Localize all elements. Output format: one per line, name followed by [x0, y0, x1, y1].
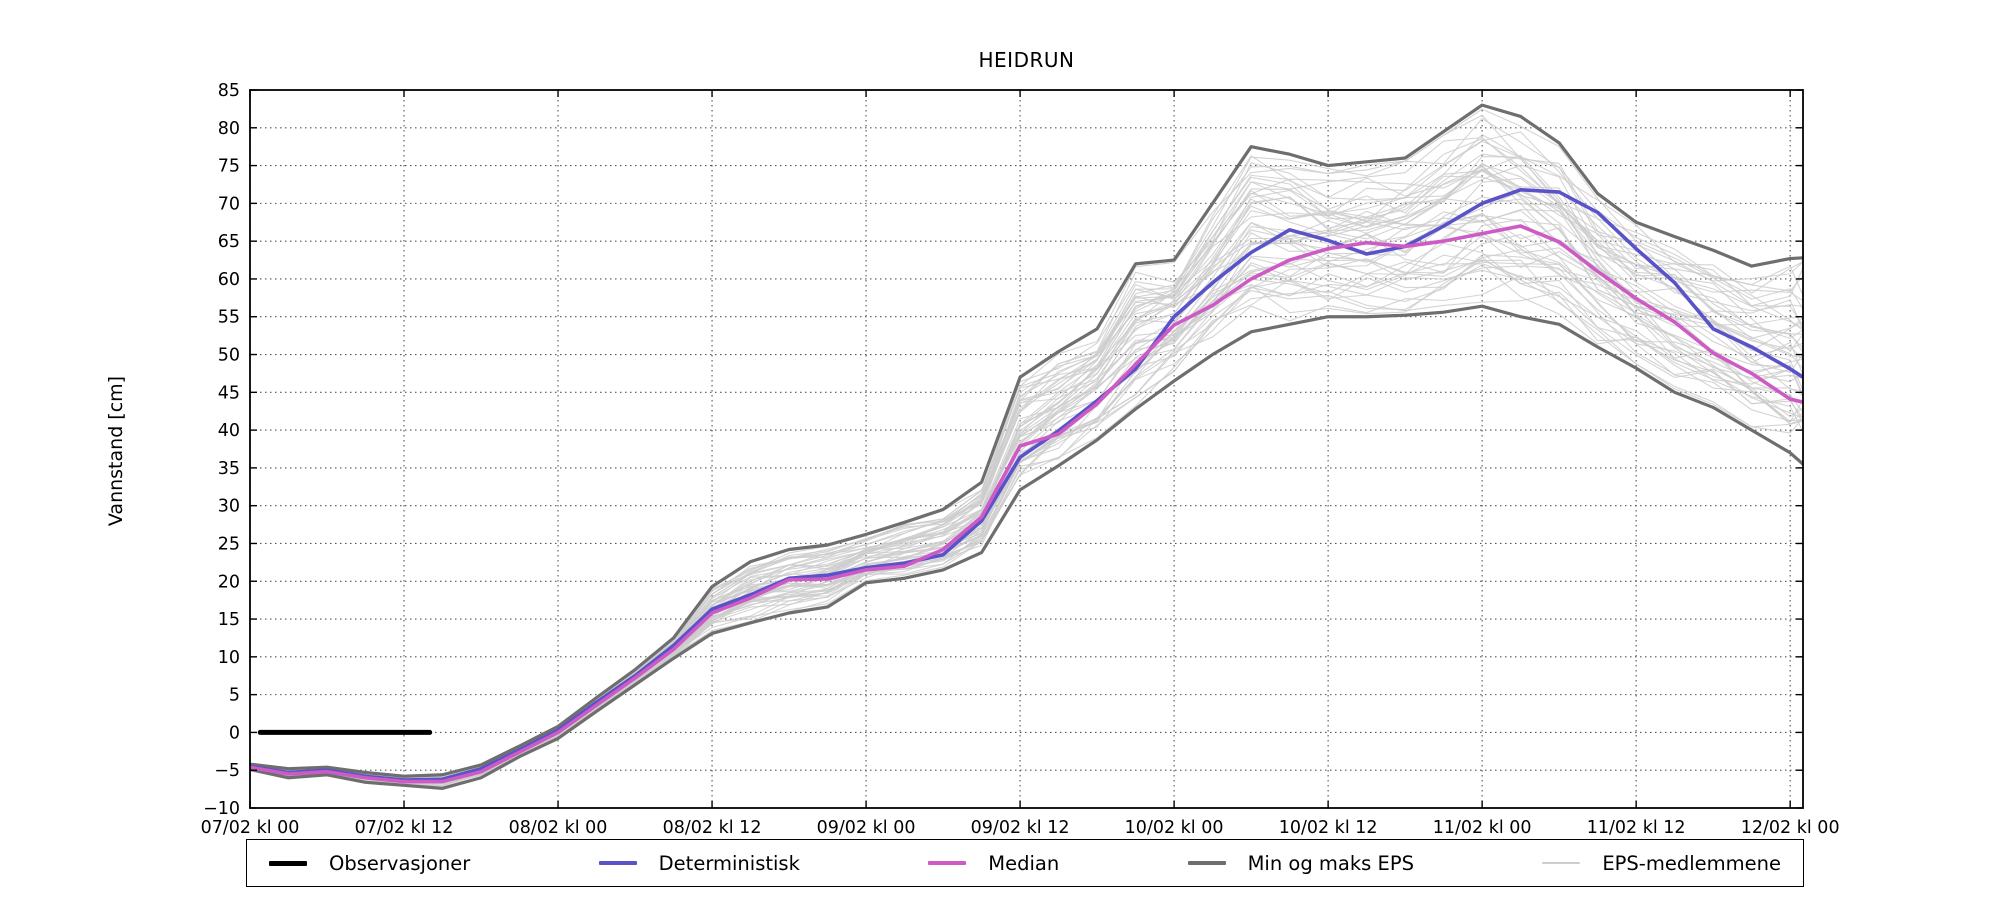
legend-item-observasjoner: Observasjoner: [269, 852, 470, 875]
svg-text:07/02 kl 00: 07/02 kl 00: [201, 818, 300, 838]
svg-text:60: 60: [218, 270, 240, 290]
svg-text:40: 40: [218, 421, 240, 441]
legend-label: Median: [988, 851, 1060, 875]
legend-line-sample-icon: [928, 861, 967, 865]
svg-text:65: 65: [218, 232, 240, 252]
svg-text:09/02 kl 12: 09/02 kl 12: [971, 818, 1070, 838]
svg-text:70: 70: [218, 194, 240, 214]
svg-text:11/02 kl 12: 11/02 kl 12: [1587, 818, 1686, 838]
svg-text:55: 55: [218, 308, 240, 328]
y-axis-label: Vannstand [cm]: [105, 375, 127, 527]
legend-line-sample-icon: [269, 860, 307, 866]
svg-text:35: 35: [218, 459, 240, 479]
svg-text:−10: −10: [203, 799, 240, 819]
svg-text:10/02 kl 12: 10/02 kl 12: [1279, 818, 1378, 838]
legend-line-sample-icon: [598, 861, 637, 865]
legend-item-eps-medlemmene: EPS-medlemmene: [1542, 852, 1781, 875]
legend-box: Observasjoner Deterministisk Median Min …: [246, 839, 1804, 887]
svg-text:08/02 kl 12: 08/02 kl 12: [663, 818, 762, 838]
legend-label: Min og maks EPS: [1247, 851, 1414, 875]
svg-text:09/02 kl 00: 09/02 kl 00: [817, 818, 916, 838]
svg-text:5: 5: [229, 686, 240, 706]
legend-item-deterministisk: Deterministisk: [598, 851, 800, 875]
svg-text:15: 15: [218, 610, 240, 630]
svg-text:08/02 kl 00: 08/02 kl 00: [509, 818, 608, 838]
svg-text:10/02 kl 00: 10/02 kl 00: [1125, 818, 1224, 838]
svg-text:50: 50: [218, 346, 240, 366]
svg-text:11/02 kl 00: 11/02 kl 00: [1433, 818, 1532, 838]
legend-line-sample-icon: [1542, 862, 1581, 864]
svg-text:20: 20: [218, 572, 240, 592]
legend-label: Deterministisk: [658, 851, 800, 875]
svg-text:−5: −5: [214, 761, 240, 781]
svg-text:80: 80: [218, 119, 240, 139]
chart-title: HEIDRUN: [978, 48, 1075, 72]
svg-text:12/02 kl 00: 12/02 kl 00: [1741, 818, 1840, 838]
svg-text:10: 10: [218, 648, 240, 668]
svg-text:85: 85: [218, 81, 240, 101]
legend-label: EPS-medlemmene: [1602, 851, 1781, 875]
svg-text:30: 30: [218, 497, 240, 517]
svg-text:25: 25: [218, 534, 240, 554]
svg-text:75: 75: [218, 157, 240, 177]
legend-item-min-maks-eps: Min og maks EPS: [1187, 851, 1414, 875]
legend-line-sample-icon: [1187, 861, 1226, 865]
svg-text:07/02 kl 12: 07/02 kl 12: [355, 818, 454, 838]
legend-item-median: Median: [928, 852, 1059, 875]
svg-text:0: 0: [229, 723, 240, 743]
legend-label: Observasjoner: [329, 851, 471, 875]
svg-text:45: 45: [218, 383, 240, 403]
